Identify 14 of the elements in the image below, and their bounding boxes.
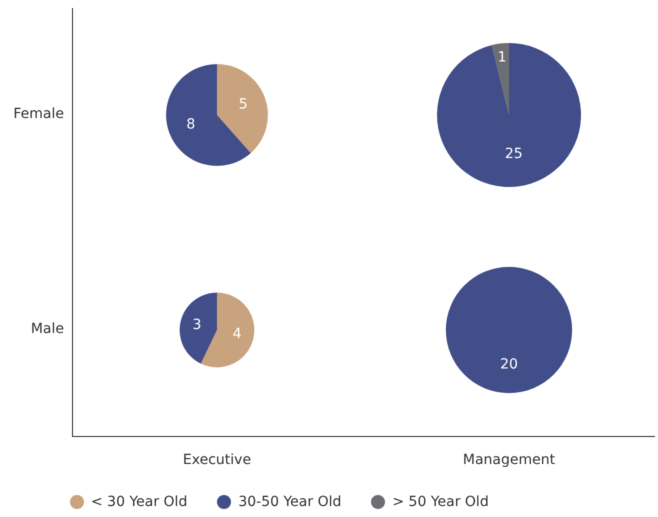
data-label: 1 <box>498 49 507 66</box>
text: Female <box>13 106 64 122</box>
data-label: 8 <box>186 116 196 133</box>
data-label: 20 <box>500 356 518 372</box>
data-label: 5 <box>238 96 248 113</box>
data-label: 4 <box>232 326 242 342</box>
legend-label: < 30 Year Old <box>90 494 188 510</box>
data-label: 3 <box>192 317 202 334</box>
text: Management <box>462 452 556 468</box>
text: Executive <box>182 452 252 468</box>
legend-label: > 50 Year Old <box>391 494 489 510</box>
legend-label: 30-50 Year Old <box>237 494 342 510</box>
text: Male <box>30 321 64 337</box>
data-label: 25 <box>504 146 523 162</box>
